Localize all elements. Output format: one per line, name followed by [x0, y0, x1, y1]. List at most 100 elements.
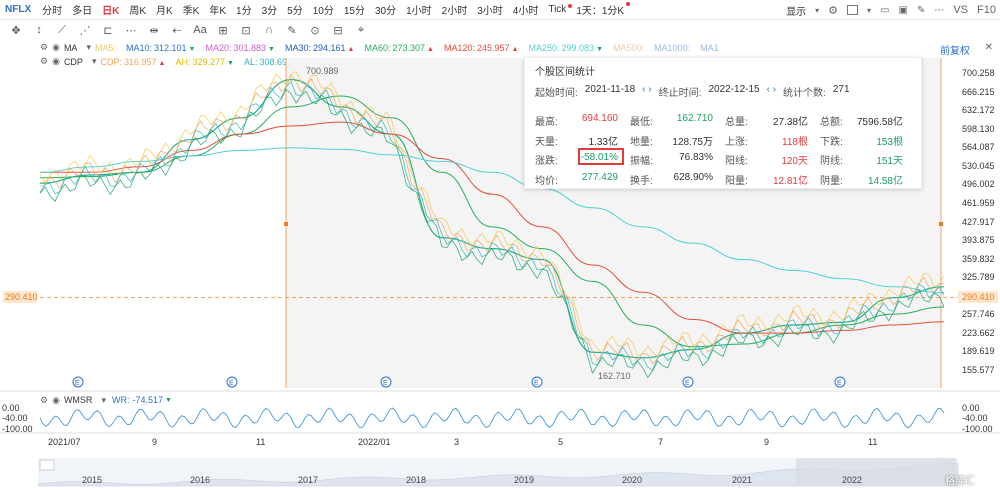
gear-icon[interactable]: ⚙ — [828, 4, 839, 17]
notification-dot — [626, 2, 631, 6]
wr-label: WR: — [111, 395, 130, 405]
max-price-label: 700.989 — [306, 66, 339, 76]
series-line-3 — [39, 147, 945, 294]
ma-indicator-row: ⚙ ◉ MA ▾ MA5: MA10: 312.101 ▼ MA20: 301.883 ▼ M… — [40, 41, 729, 54]
f10-button[interactable]: F10 — [977, 4, 996, 16]
event-marker-circle[interactable] — [834, 376, 846, 388]
price-band-line — [39, 88, 945, 379]
period-tab[interactable]: 15分 — [343, 6, 365, 17]
range-start-handle[interactable] — [284, 222, 288, 226]
drawing-tool-icon[interactable]: ✎ — [287, 24, 297, 37]
price-axis-label: 632.172 — [962, 105, 995, 116]
eye-icon[interactable]: ◉ — [52, 56, 60, 66]
period-tab[interactable]: 月K — [156, 6, 173, 17]
gear-icon[interactable]: ⚙ — [40, 394, 49, 405]
current-price-left-tag: 290.410 — [3, 290, 38, 303]
drawing-tool-icon[interactable]: ⊟ — [333, 24, 343, 37]
indicator-label: AH: — [175, 56, 191, 67]
event-marker-circle[interactable] — [72, 376, 84, 388]
drawing-tool-icon[interactable]: ⌖ — [357, 23, 365, 36]
drawing-tool-icon[interactable]: ⊙ — [310, 24, 320, 37]
period-tab[interactable]: 2小时 — [441, 6, 468, 17]
drawing-tool-icon[interactable]: ↕ — [36, 24, 42, 36]
period-tab[interactable]: 30分 — [374, 6, 397, 17]
drawing-tool-icon[interactable]: ⊞ — [218, 24, 228, 37]
pen-icon[interactable]: ✎ — [916, 4, 926, 16]
period-tab[interactable]: 3小时 — [477, 6, 503, 17]
gear-icon[interactable]: ⚙ — [40, 42, 49, 52]
stat-value: 128.75万 — [672, 136, 713, 148]
period-tab[interactable]: 季K — [182, 6, 200, 17]
stat-value: 277.429 — [581, 171, 618, 183]
drawing-tool-icon[interactable]: ⋰ — [79, 24, 91, 37]
navigator-menu-icon[interactable] — [39, 459, 55, 471]
period-tab[interactable]: 4小时 — [512, 6, 539, 17]
event-marker-label: E — [837, 380, 842, 387]
layers-icon[interactable]: ▭ — [880, 4, 890, 16]
period-tab[interactable]: 1小时 — [406, 6, 432, 17]
camera-icon[interactable]: ▣ — [898, 4, 908, 16]
price-axis-label: 393.875 — [962, 235, 995, 246]
period-tab[interactable]: 周K — [129, 6, 147, 17]
chevron-down-icon[interactable]: ▾ — [867, 5, 872, 15]
indicator-number: 294.161 — [313, 42, 346, 53]
drawing-tool-icon[interactable]: ⇹ — [149, 24, 159, 37]
end-time-shift-icon[interactable]: ‹ › — [766, 84, 777, 95]
period-tab[interactable]: 年K — [209, 6, 227, 17]
symbol-label[interactable]: NFLX — [5, 4, 32, 15]
period-tab[interactable]: 日K — [102, 6, 120, 17]
period-tab[interactable]: Tick — [543, 4, 573, 15]
drawing-tool-icon[interactable]: ⇠ — [172, 24, 182, 37]
time-axis-label: 3 — [454, 437, 460, 447]
event-marker-circle[interactable] — [226, 376, 238, 388]
drawing-tool-icon[interactable]: ⊡ — [241, 24, 251, 37]
ma-indicator-name[interactable]: MA — [63, 42, 78, 53]
display-menu[interactable]: 显示 — [786, 6, 807, 18]
ellipsis-icon[interactable]: ⋯ — [934, 4, 945, 16]
event-marker-circle[interactable] — [682, 376, 694, 388]
period-tab[interactable]: 1天：1分K — [571, 2, 631, 17]
stat-key: 总额: — [820, 117, 843, 128]
layout-icon[interactable] — [847, 5, 859, 15]
vs-button[interactable]: VS — [953, 4, 969, 16]
drawing-tool-icon[interactable]: ∩ — [265, 24, 273, 36]
chevron-down-icon[interactable]: ▾ — [815, 5, 820, 15]
wr-axis-label: -100.00 — [962, 424, 993, 434]
chevron-down-icon[interactable]: ▾ — [86, 42, 91, 52]
stat-key: 阳线: — [725, 156, 748, 167]
period-tab[interactable]: 分时 — [42, 6, 63, 17]
cdp-indicator-name[interactable]: CDP — [63, 56, 83, 67]
period-tab[interactable]: 多日 — [72, 6, 93, 17]
gear-icon[interactable]: ⚙ — [40, 56, 49, 66]
range-end-handle[interactable] — [939, 222, 943, 226]
notification-dot — [568, 4, 573, 8]
event-marker-circle[interactable] — [380, 376, 392, 388]
eye-icon[interactable]: ◉ — [52, 394, 60, 405]
period-tab[interactable]: 10分 — [312, 6, 334, 17]
chevron-down-icon[interactable]: ▾ — [101, 394, 106, 405]
event-marker-circle[interactable] — [531, 376, 543, 388]
eye-icon[interactable]: ◉ — [52, 42, 60, 52]
drawing-tool-icon[interactable]: ⊏ — [103, 24, 113, 37]
close-icon[interactable]: ✕ — [984, 42, 993, 53]
start-time-value: 2021-11-18 — [584, 84, 636, 95]
time-axis-label: 9 — [152, 437, 158, 447]
period-tabs: 分时 多日 日K 周K 月K 季K 年K 1分 3分 5分 10分 15分 30分 1小时 2小时 3小时 4小… — [37, 2, 631, 17]
drawing-tool-icon[interactable]: ⟋ — [58, 23, 66, 36]
start-time-shift-icon[interactable]: ‹ › — [642, 84, 652, 95]
up-arrow-icon: ▲ — [347, 45, 355, 53]
period-tab[interactable]: 5分 — [287, 6, 303, 17]
wmsr-indicator-name[interactable]: WMSR — [63, 395, 93, 405]
stat-key: 换手: — [630, 175, 653, 187]
period-tab[interactable]: 1分 — [236, 6, 252, 17]
indicator-label: MA5: — [94, 42, 116, 53]
period-tab[interactable]: 3分 — [261, 6, 278, 17]
indicator-label: MA30: — [284, 42, 311, 53]
navigator-window[interactable] — [796, 458, 956, 486]
drawing-tool-icon[interactable]: Aa — [193, 24, 207, 36]
indicator-label: MA1000: — [654, 42, 691, 53]
drawing-tool-icon[interactable]: ⋯ — [125, 24, 137, 37]
chevron-down-icon[interactable]: ▾ — [91, 56, 97, 66]
adjustment-mode-button[interactable]: 前复权 — [940, 46, 970, 57]
drawing-tool-icon[interactable]: ✥ — [11, 24, 21, 37]
